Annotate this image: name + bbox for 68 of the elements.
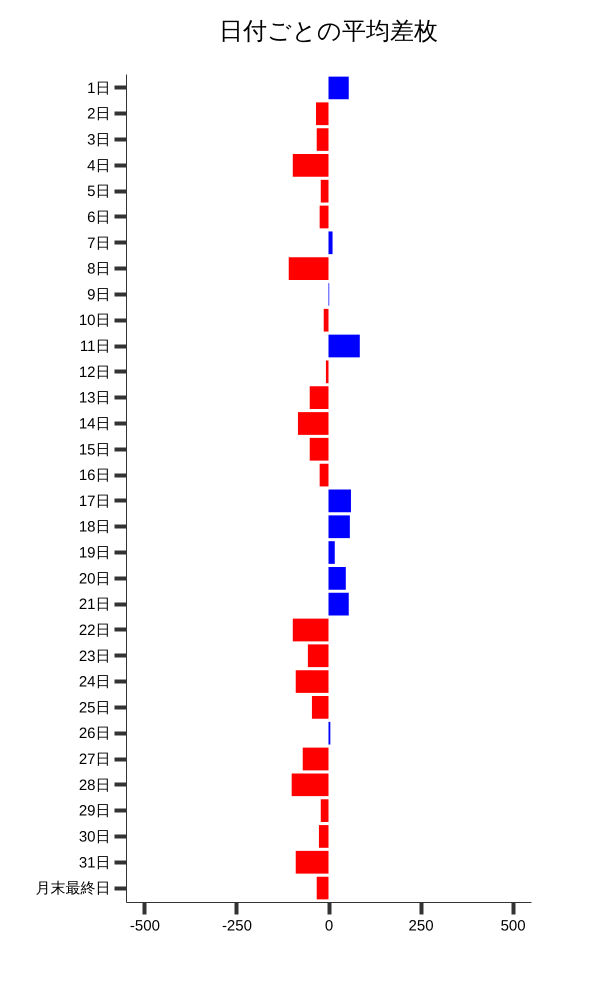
y-tick-label: 26日 — [78, 725, 110, 742]
bar — [288, 257, 328, 280]
bar — [320, 206, 328, 228]
x-tick-label: -250 — [222, 918, 252, 934]
y-tick-label: 21日 — [78, 596, 110, 614]
y-tick-label: 27日 — [78, 751, 110, 768]
bar — [328, 231, 333, 254]
y-tick-label: 24日 — [78, 674, 110, 691]
x-tick-label: -500 — [130, 918, 160, 934]
y-tick-label: 14日 — [78, 415, 110, 432]
y-tick-label: 7日 — [87, 234, 110, 252]
y-tick-label: 13日 — [78, 390, 110, 407]
y-tick-label: 8日 — [87, 260, 110, 278]
y-tick-label: 15日 — [78, 441, 110, 458]
bar — [316, 128, 328, 151]
bar — [318, 825, 328, 848]
y-tick-label: 19日 — [78, 544, 110, 562]
y-tick-label: 18日 — [78, 518, 110, 536]
bar — [328, 76, 349, 100]
bar — [310, 386, 328, 410]
bar — [292, 154, 328, 177]
bar — [326, 360, 328, 384]
y-tick-label: 16日 — [78, 467, 110, 484]
bar — [328, 515, 350, 538]
bar — [328, 334, 360, 358]
bar — [316, 102, 328, 126]
y-tick-label: 2日 — [87, 106, 110, 123]
bar — [316, 876, 328, 900]
bar — [296, 850, 328, 874]
bar — [310, 438, 328, 461]
x-tick-label: 250 — [408, 918, 434, 934]
bar — [320, 180, 328, 203]
y-tick-label: 月末最終日 — [36, 880, 110, 898]
y-tick-label: 9日 — [87, 286, 110, 304]
y-tick-label: 25日 — [78, 699, 110, 716]
bar — [308, 644, 328, 668]
y-tick-label: 22日 — [78, 622, 110, 639]
bar — [312, 696, 328, 719]
bar — [324, 308, 328, 332]
y-tick-label: 5日 — [87, 183, 110, 200]
bar — [328, 541, 335, 564]
bar — [320, 799, 328, 822]
bar — [296, 670, 328, 693]
y-tick-label: 1日 — [87, 80, 110, 97]
bar — [298, 412, 328, 435]
y-tick-label: 29日 — [78, 802, 110, 820]
y-tick-label: 28日 — [78, 776, 110, 794]
bar — [328, 490, 351, 512]
chart-title: 日付ごとの平均差枚 — [219, 18, 438, 45]
bar — [328, 566, 346, 590]
y-tick-label: 20日 — [78, 570, 110, 588]
y-tick-label: 6日 — [87, 208, 110, 226]
y-tick-label: 31日 — [78, 854, 110, 872]
bar — [292, 618, 328, 642]
bar — [302, 748, 328, 770]
y-tick-label: 3日 — [87, 132, 110, 149]
y-tick-label: 10日 — [78, 312, 110, 330]
y-tick-label: 11日 — [80, 338, 110, 356]
bar — [292, 773, 328, 796]
bar — [328, 592, 349, 616]
y-tick-label: 23日 — [78, 648, 110, 665]
y-tick-label: 12日 — [78, 364, 110, 381]
x-tick-label: 0 — [324, 918, 334, 934]
x-tick-label: 500 — [500, 918, 526, 934]
y-tick-label: 4日 — [87, 157, 110, 174]
y-tick-label: 17日 — [78, 492, 110, 510]
y-tick-label: 30日 — [78, 828, 110, 846]
bar — [320, 464, 328, 486]
